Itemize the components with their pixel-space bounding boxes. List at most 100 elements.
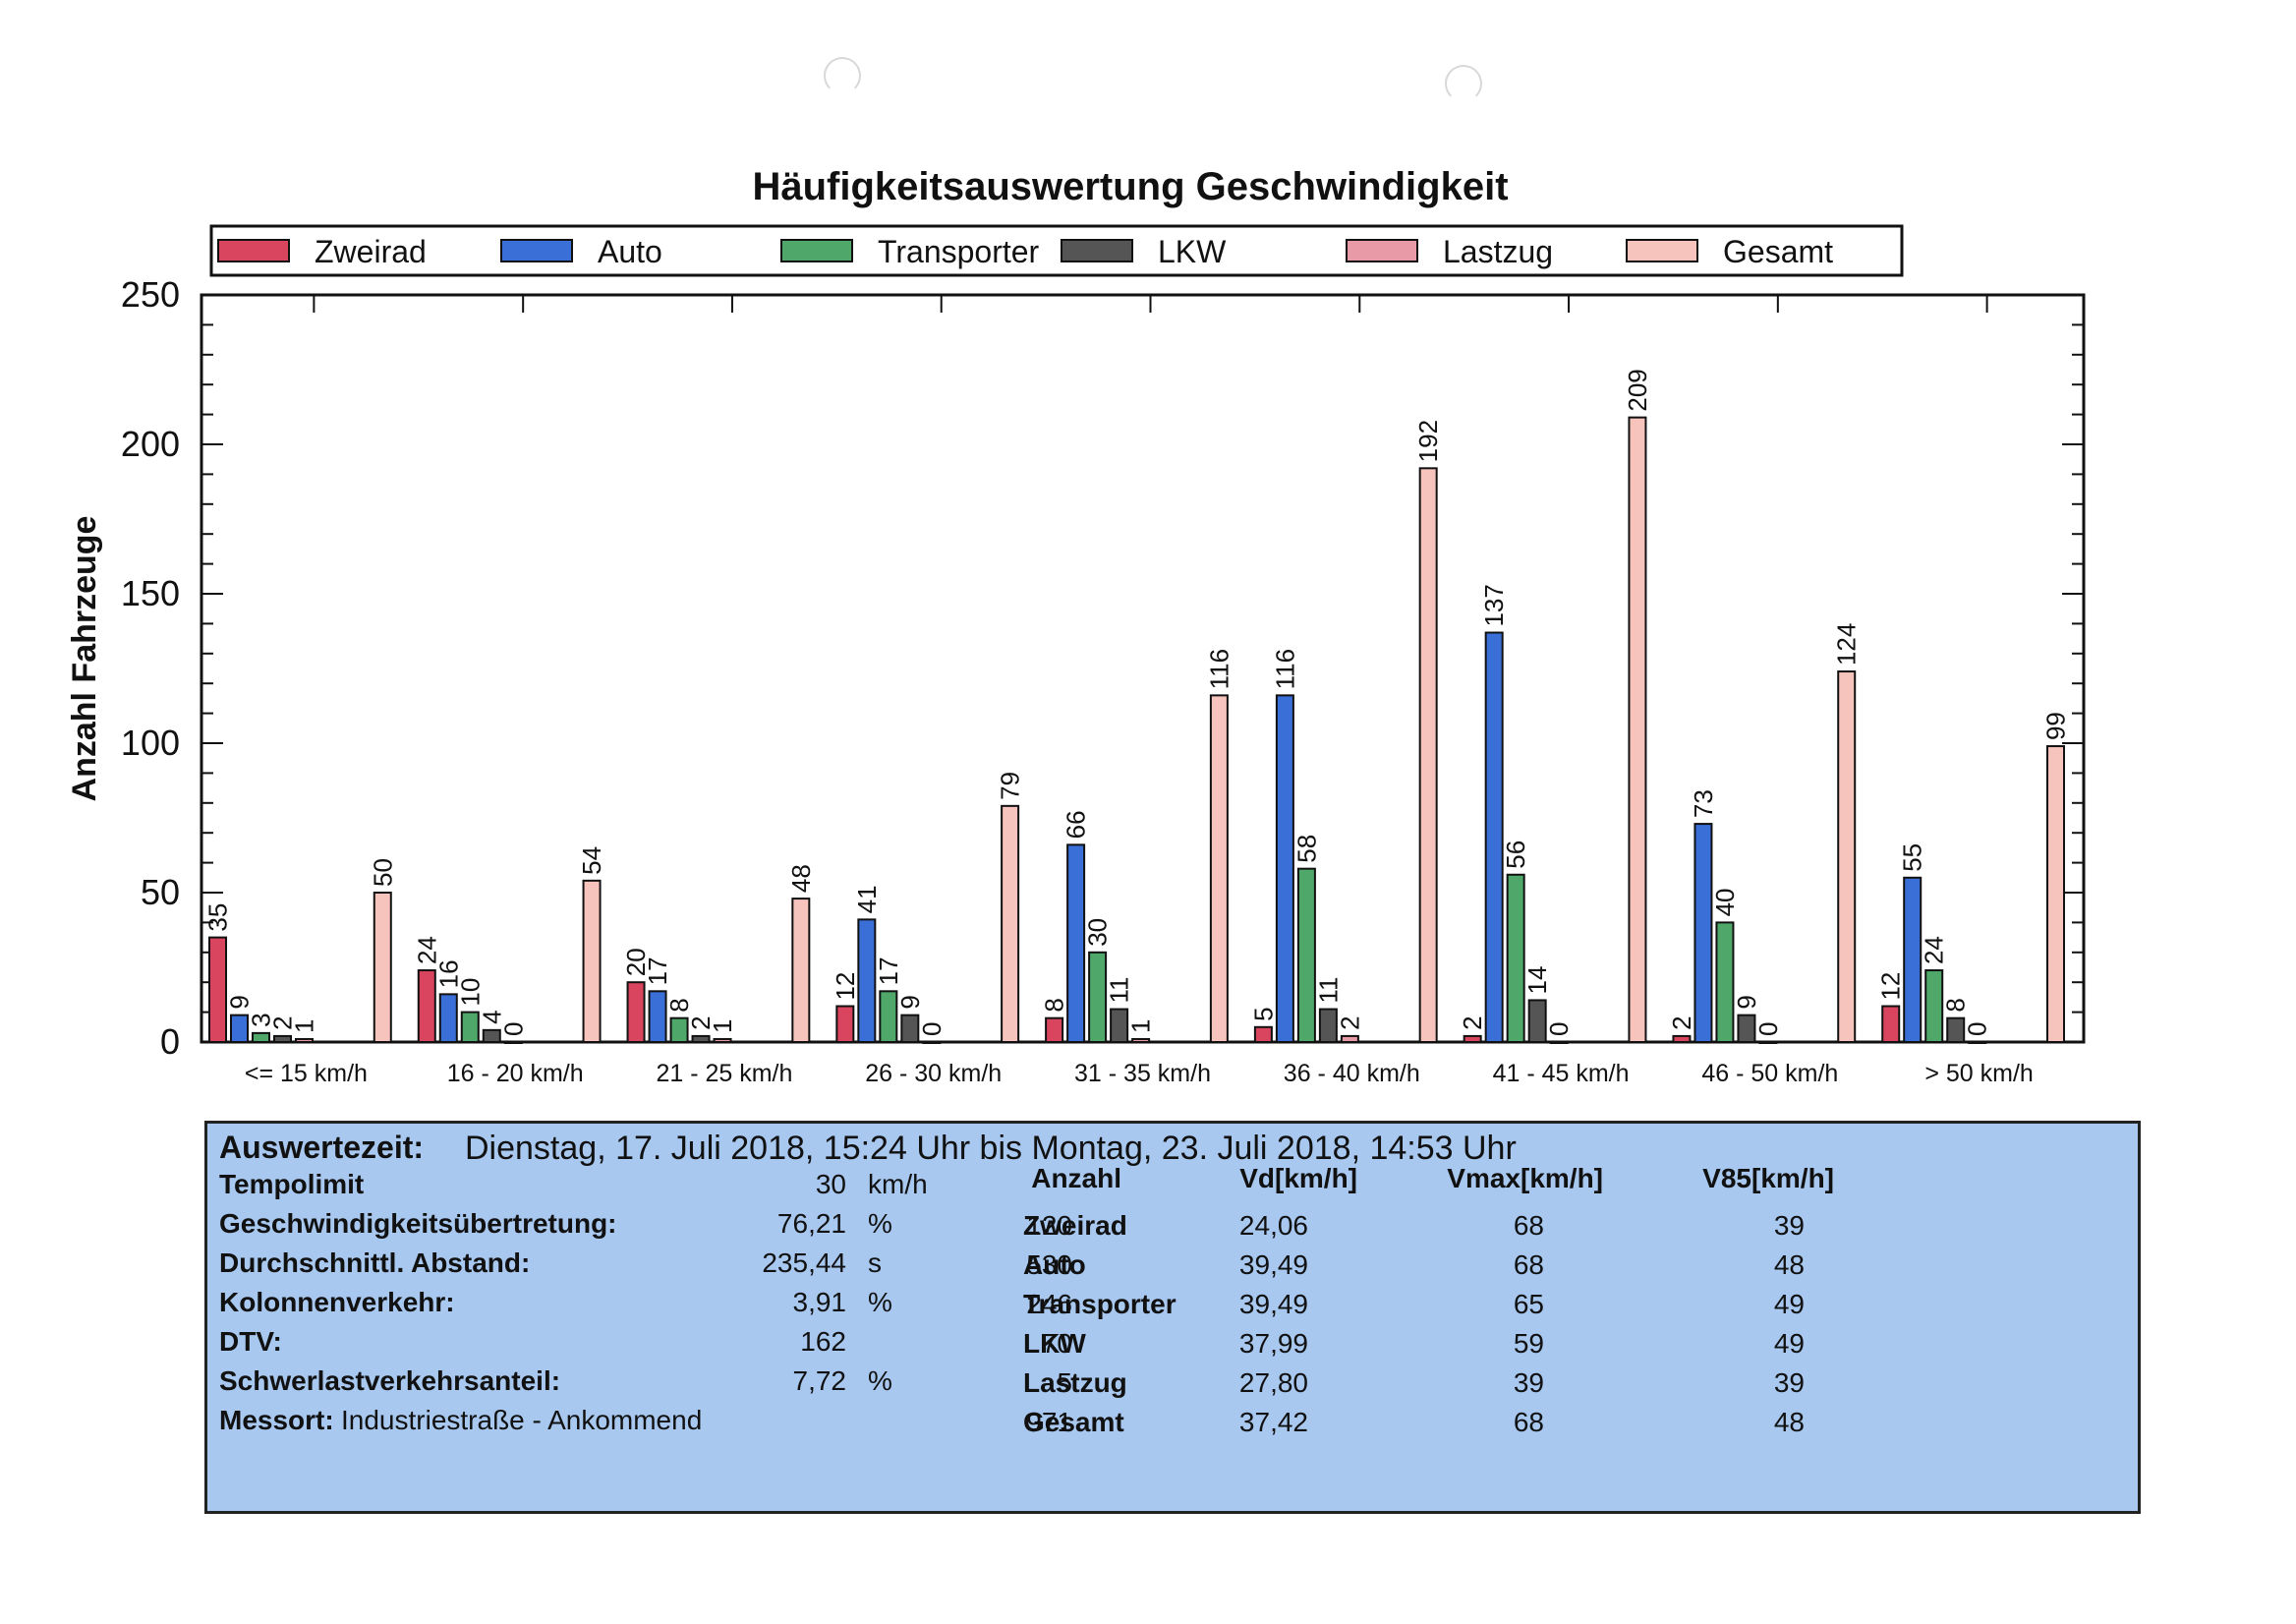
bar [922, 1041, 942, 1044]
table-cell-vmax: 68 [1513, 1210, 1544, 1241]
table-cell-vd: 27,80 [1238, 1367, 1308, 1398]
bar-value-label: 56 [1501, 841, 1530, 869]
bar [1903, 876, 1923, 1043]
bar-value-label: 1 [708, 1018, 737, 1032]
param-value: 7,72 [792, 1365, 847, 1396]
bar [1758, 1041, 1778, 1044]
bar-value-label: 12 [1876, 972, 1906, 1001]
param-label: Kolonnenverkehr: [219, 1287, 455, 1317]
bar-value-label: 116 [1270, 649, 1299, 689]
bar [1672, 1034, 1692, 1044]
plot-frame [200, 293, 2086, 1044]
table-cell-v85: 39 [1773, 1210, 1805, 1241]
bar [1527, 999, 1547, 1044]
table-cell-v85: 49 [1773, 1289, 1805, 1319]
bar-value-label: 35 [203, 903, 233, 932]
bar-value-label: 14 [1522, 966, 1552, 995]
bar [1628, 416, 1647, 1043]
table-cell-anzahl: 246 [1026, 1289, 1072, 1319]
bar-value-label: 137 [1479, 584, 1509, 626]
table-cell-anzahl: 120 [1026, 1210, 1072, 1241]
bar [582, 879, 602, 1044]
bar [417, 969, 436, 1043]
bar-value-label: 79 [996, 772, 1025, 800]
param-unit: s [868, 1247, 882, 1278]
table-cell-vmax: 39 [1513, 1367, 1544, 1398]
bar-value-label: 10 [455, 978, 485, 1007]
param-unit: % [868, 1208, 892, 1239]
bar [1506, 873, 1525, 1044]
legend-swatch [780, 239, 853, 262]
bar [1340, 1034, 1359, 1044]
bar [1418, 467, 1438, 1043]
bar-value-label: 3 [247, 1013, 276, 1026]
param-unit: km/h [868, 1169, 928, 1199]
x-category-label: 41 - 45 km/h [1493, 1060, 1630, 1087]
bar-value-label: 41 [852, 885, 882, 913]
legend-swatch [1346, 239, 1418, 262]
y-tick-label: 150 [121, 573, 180, 613]
bar-value-label: 2 [1335, 1015, 1364, 1029]
bar-value-label: 1 [1126, 1018, 1156, 1032]
bar-value-label: 0 [1544, 1022, 1574, 1036]
legend-label: Lastzug [1443, 234, 1553, 269]
bar [1693, 823, 1713, 1044]
bar-value-label: 8 [664, 998, 694, 1012]
y-tick-label: 200 [121, 424, 180, 464]
bar [879, 990, 898, 1044]
table-cell-v85: 49 [1773, 1328, 1805, 1359]
bar [791, 898, 811, 1044]
bar-value-label: 124 [1832, 623, 1862, 666]
bar [1001, 804, 1020, 1044]
table-header: Vd[km/h] [1239, 1163, 1357, 1193]
bar-value-label: 73 [1689, 789, 1718, 818]
table-cell-vmax: 65 [1513, 1289, 1544, 1319]
y-tick-label: 0 [160, 1021, 180, 1062]
bar-value-label: 48 [786, 864, 816, 893]
bar [1275, 694, 1294, 1043]
auswertezeit-label: Auswertezeit: [219, 1130, 425, 1165]
table-cell-anzahl: 70 [1041, 1328, 1072, 1359]
bar [626, 981, 646, 1044]
bar-value-label: 50 [368, 858, 397, 887]
punch-hole-right [1445, 65, 1482, 102]
bar-value-label: 58 [1292, 835, 1321, 863]
bar [1131, 1037, 1151, 1043]
y-axis-label: Anzahl Fahrzeuge [66, 516, 103, 802]
bar-value-label: 9 [895, 995, 925, 1009]
table-cell-v85: 48 [1773, 1407, 1805, 1437]
x-category-label: <= 15 km/h [245, 1060, 368, 1087]
table-cell-vmax: 59 [1513, 1328, 1544, 1359]
bar-value-label: 2 [268, 1015, 298, 1029]
bar [2046, 745, 2065, 1043]
messort-label: Messort: [219, 1405, 334, 1435]
bar [1737, 1014, 1756, 1044]
bar-value-label: 16 [433, 959, 463, 988]
table-header: V85[km/h] [1702, 1163, 1834, 1193]
x-category-label: 31 - 35 km/h [1074, 1060, 1211, 1087]
param-value: 30 [815, 1169, 846, 1199]
bar [691, 1034, 711, 1044]
legend-swatch [500, 239, 573, 262]
bar [1088, 951, 1108, 1043]
bar [713, 1037, 732, 1043]
bar-value-label: 17 [874, 957, 903, 985]
bar-value-label: 1 [290, 1018, 319, 1032]
param-value: 76,21 [776, 1208, 846, 1239]
legend-swatch [1061, 239, 1133, 262]
legend: Zweirad Auto Transporter LKW Lastzug Gesamt [209, 224, 1904, 277]
param-value: 235,44 [762, 1247, 846, 1278]
table-row-name: Gesamt [1023, 1407, 1124, 1437]
bar [460, 1011, 480, 1043]
table-cell-vmax: 68 [1513, 1407, 1544, 1437]
punch-hole-left [824, 57, 861, 94]
bar [230, 1014, 249, 1044]
auswertezeit-value: Dienstag, 17. Juli 2018, 15:24 Uhr bis M… [465, 1130, 1517, 1167]
chart: Häufigkeitsauswertung Geschwindigkeit Zw… [66, 165, 2086, 1087]
table-row-name: LKW [1023, 1328, 1086, 1359]
table-cell-vd: 39,49 [1238, 1249, 1308, 1280]
x-category-label: 46 - 50 km/h [1701, 1060, 1838, 1087]
x-category-label: 26 - 30 km/h [865, 1060, 1002, 1087]
bar-value-label: 0 [1753, 1022, 1783, 1036]
bar-value-label: 192 [1413, 420, 1443, 462]
